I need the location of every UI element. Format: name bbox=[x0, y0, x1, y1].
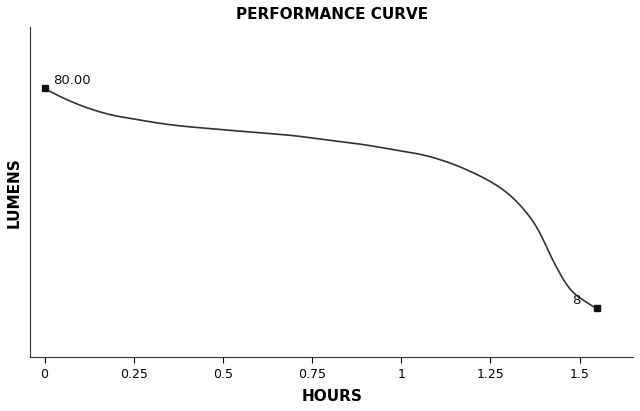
Y-axis label: LUMENS: LUMENS bbox=[7, 157, 22, 228]
Text: 80.00: 80.00 bbox=[53, 74, 90, 87]
Title: PERFORMANCE CURVE: PERFORMANCE CURVE bbox=[236, 7, 428, 22]
Text: 8: 8 bbox=[572, 294, 580, 307]
X-axis label: HOURS: HOURS bbox=[301, 389, 362, 404]
